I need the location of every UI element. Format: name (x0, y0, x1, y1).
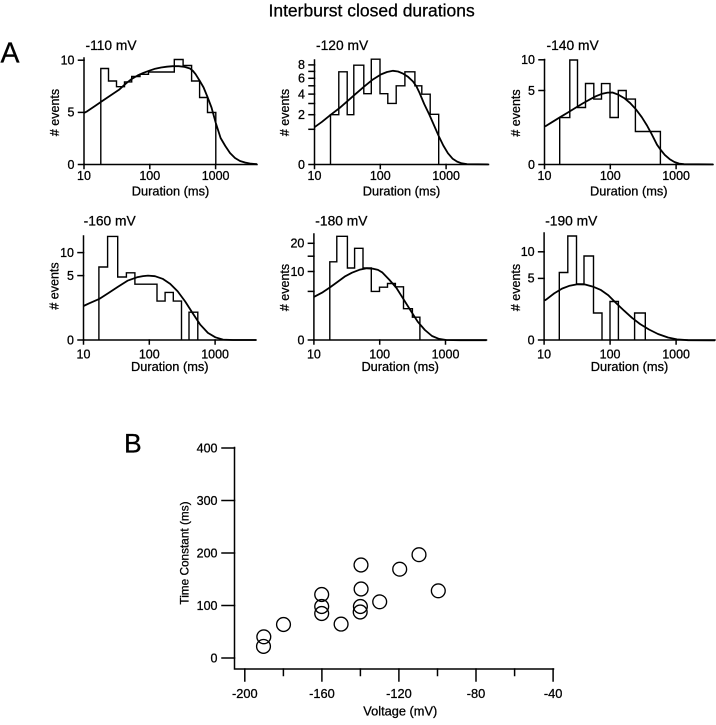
svg-text:100: 100 (139, 169, 160, 183)
svg-text:5: 5 (528, 272, 535, 286)
svg-text:-180 mV: -180 mV (315, 214, 368, 229)
svg-text:B: B (124, 429, 142, 459)
svg-text:-200: -200 (232, 686, 258, 701)
svg-text:Duration (ms): Duration (ms) (590, 183, 668, 198)
svg-text:10: 10 (77, 169, 91, 183)
svg-text:10: 10 (308, 169, 322, 183)
svg-text:# events: # events (278, 89, 292, 136)
svg-text:-160 mV: -160 mV (84, 214, 137, 229)
svg-text:# events: # events (48, 89, 62, 136)
svg-text:300: 300 (197, 494, 218, 508)
svg-text:Time Constant (ms): Time Constant (ms) (177, 501, 191, 604)
svg-text:1000: 1000 (201, 347, 229, 361)
svg-text:10: 10 (521, 53, 535, 67)
svg-text:-120 mV: -120 mV (316, 38, 369, 53)
svg-text:5: 5 (67, 269, 74, 283)
svg-text:20: 20 (290, 237, 304, 251)
svg-text:Voltage (mV): Voltage (mV) (363, 703, 437, 718)
svg-text:0: 0 (298, 158, 305, 172)
svg-text:100: 100 (370, 169, 391, 183)
svg-text:400: 400 (197, 441, 218, 455)
svg-text:6: 6 (298, 72, 305, 86)
svg-text:0: 0 (211, 651, 218, 665)
svg-text:# events: # events (47, 262, 61, 309)
svg-text:10: 10 (61, 54, 75, 68)
svg-text:Duration (ms): Duration (ms) (591, 359, 669, 374)
svg-text:1000: 1000 (662, 347, 690, 361)
svg-text:0: 0 (68, 158, 75, 172)
svg-text:100: 100 (139, 347, 160, 361)
svg-text:Duration (ms): Duration (ms) (132, 183, 210, 198)
svg-text:10: 10 (537, 347, 551, 361)
svg-text:Duration (ms): Duration (ms) (131, 359, 209, 374)
svg-text:10: 10 (521, 245, 535, 259)
svg-text:A: A (1, 38, 20, 70)
svg-text:0: 0 (67, 333, 74, 347)
svg-text:100: 100 (369, 347, 390, 361)
svg-text:# events: # events (278, 264, 292, 311)
svg-text:5: 5 (528, 84, 535, 98)
svg-text:1000: 1000 (432, 169, 460, 183)
svg-text:1000: 1000 (662, 169, 690, 183)
svg-text:200: 200 (197, 546, 218, 560)
svg-text:# events: # events (509, 89, 523, 136)
svg-text:0: 0 (297, 333, 304, 347)
svg-text:-160: -160 (309, 686, 335, 701)
svg-text:100: 100 (197, 599, 218, 613)
svg-text:2: 2 (298, 108, 305, 122)
svg-text:Duration (ms): Duration (ms) (363, 183, 441, 198)
svg-text:100: 100 (600, 169, 621, 183)
svg-text:Duration (ms): Duration (ms) (361, 359, 439, 374)
svg-text:0: 0 (528, 158, 535, 172)
svg-text:10: 10 (77, 347, 91, 361)
svg-text:8: 8 (298, 58, 305, 72)
svg-text:10: 10 (290, 265, 304, 279)
svg-text:1000: 1000 (202, 169, 230, 183)
svg-text:-120: -120 (386, 686, 412, 701)
svg-text:10: 10 (60, 246, 74, 260)
svg-text:-110 mV: -110 mV (86, 38, 138, 53)
svg-text:100: 100 (600, 347, 621, 361)
svg-text:-140 mV: -140 mV (547, 38, 600, 53)
svg-text:5: 5 (68, 106, 75, 120)
svg-text:Interburst closed durations: Interburst closed durations (268, 1, 474, 21)
svg-text:1000: 1000 (432, 347, 460, 361)
svg-text:10: 10 (307, 347, 321, 361)
svg-text:4: 4 (298, 87, 305, 101)
svg-text:0: 0 (528, 333, 535, 347)
svg-text:-80: -80 (467, 686, 486, 701)
svg-text:-190 mV: -190 mV (545, 214, 598, 229)
svg-text:10: 10 (538, 169, 552, 183)
svg-text:# events: # events (509, 264, 523, 311)
svg-text:-40: -40 (544, 686, 563, 701)
